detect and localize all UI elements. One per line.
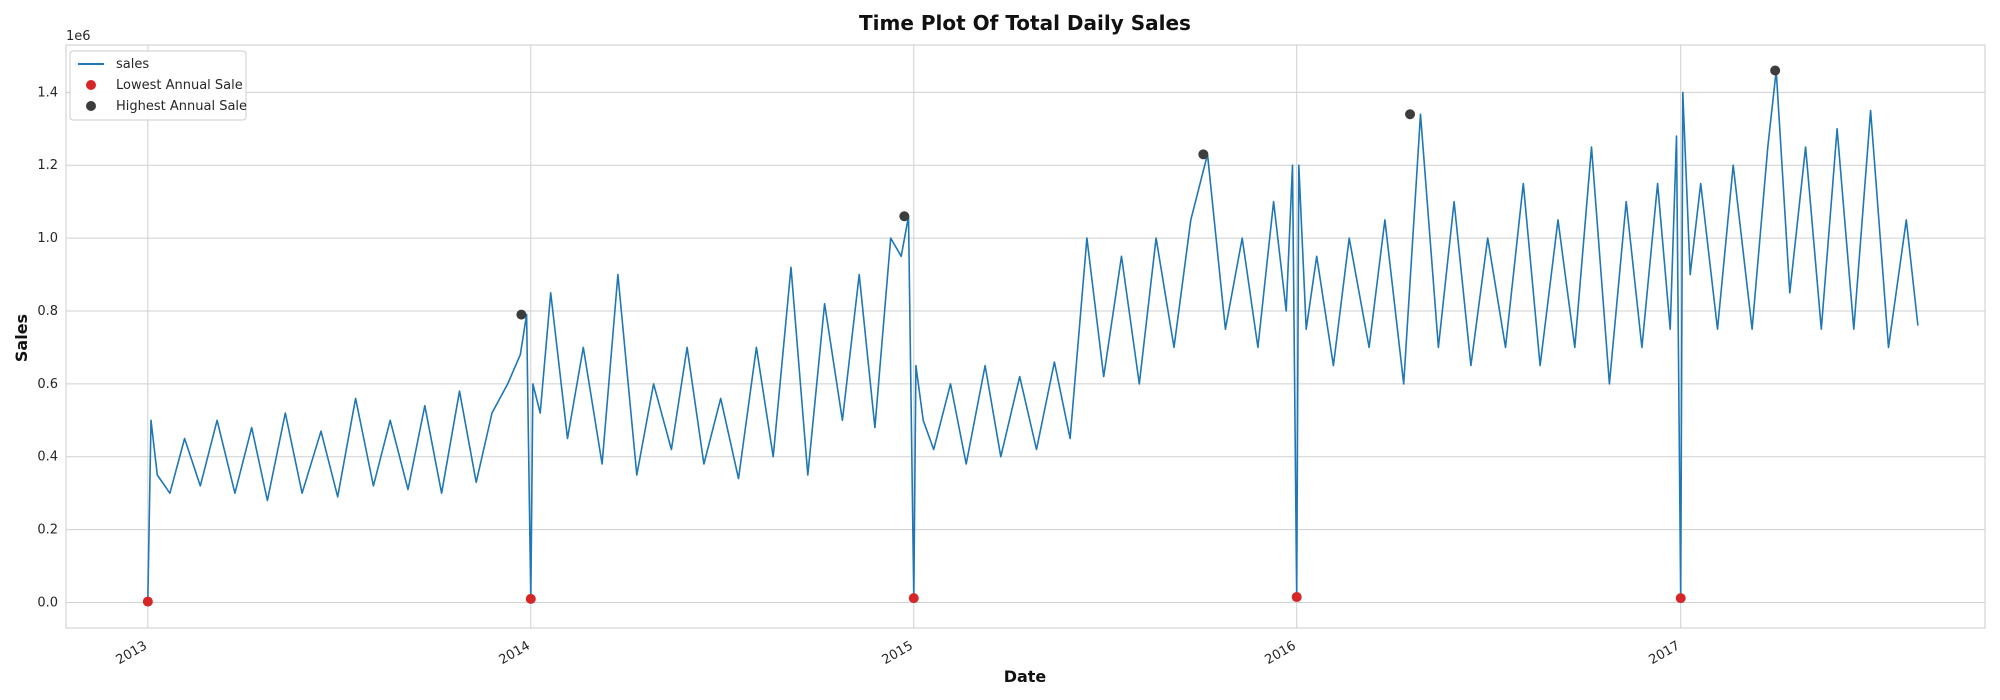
lowest-annual-sale-point	[525, 593, 536, 604]
series-layer	[142, 65, 1919, 607]
y-tick-label: 0.0	[37, 595, 58, 610]
x-tick-label: 2013	[114, 638, 150, 668]
legend-lowest-marker	[86, 80, 96, 90]
x-tick-label: 2014	[497, 638, 533, 668]
legend-highest-label: Highest Annual Sale	[116, 99, 247, 114]
legend-lowest-label: Lowest Annual Sale	[116, 78, 243, 93]
sales-line	[147, 69, 1919, 602]
legend-sales-label: sales	[116, 57, 149, 72]
y-tick-label: 1.4	[37, 85, 58, 100]
lowest-annual-sale-point	[908, 593, 919, 604]
y-tick-label: 0.6	[37, 377, 58, 392]
lowest-annual-sale-point	[142, 596, 153, 607]
x-tick-label: 2015	[880, 638, 916, 668]
legend: sales Lowest Annual Sale Highest Annual …	[69, 50, 247, 121]
x-axis-title: Date	[1004, 667, 1047, 686]
highest-annual-sale-point	[1770, 65, 1781, 76]
grid-lines	[66, 45, 1985, 628]
y-tick-label: 0.8	[37, 304, 58, 319]
x-tick-label: 2017	[1647, 638, 1683, 668]
y-scale-label: 1e6	[66, 29, 91, 44]
highest-annual-sale-point	[516, 309, 527, 320]
y-tick-label: 1.2	[37, 158, 58, 173]
legend-box	[69, 50, 247, 121]
highest-annual-sale-point	[899, 211, 910, 222]
y-tick-label: 0.4	[37, 450, 58, 465]
y-axis-title: Sales	[12, 314, 31, 362]
y-tick-label: 1.0	[37, 231, 58, 246]
lowest-annual-sale-point	[1291, 592, 1302, 603]
lowest-annual-sale-point	[1675, 593, 1686, 604]
y-tick-label: 0.2	[37, 523, 58, 538]
legend-highest-marker	[86, 101, 96, 111]
x-tick-label: 2016	[1263, 638, 1299, 668]
highest-annual-sale-point	[1198, 149, 1209, 160]
plot-frame	[65, 44, 1986, 629]
highest-annual-sale-point	[1405, 109, 1416, 120]
tick-labels: 0.0 0.2 0.4 0.6 0.8 1.0 1.2 1.4 2013 2014 2015 2016…	[37, 85, 1682, 668]
chart-title: Time Plot Of Total Daily Sales	[859, 11, 1191, 35]
